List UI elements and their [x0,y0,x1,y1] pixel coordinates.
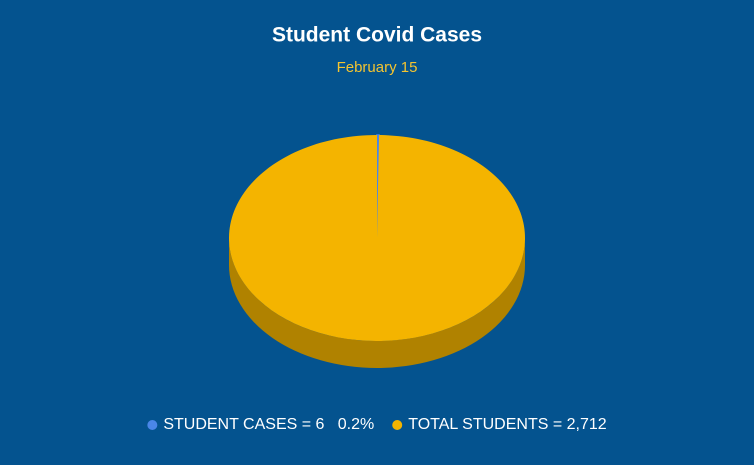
pie [229,134,526,368]
pie-slice [229,135,526,341]
legend-label: TOTAL STUDENTS = 2,712 [408,416,607,433]
legend-marker [147,420,158,430]
legend: STUDENT CASES = 6 0.2% TOTAL STUDENTS = 2… [147,416,607,433]
legend-label: STUDENT CASES = 6 0.2% [163,416,374,433]
chart-subtitle: February 15 [337,59,418,76]
chart-title: Student Covid Cases [272,24,482,47]
pie-side [229,238,525,368]
legend-marker [392,420,403,430]
pie-slice [376,134,380,239]
